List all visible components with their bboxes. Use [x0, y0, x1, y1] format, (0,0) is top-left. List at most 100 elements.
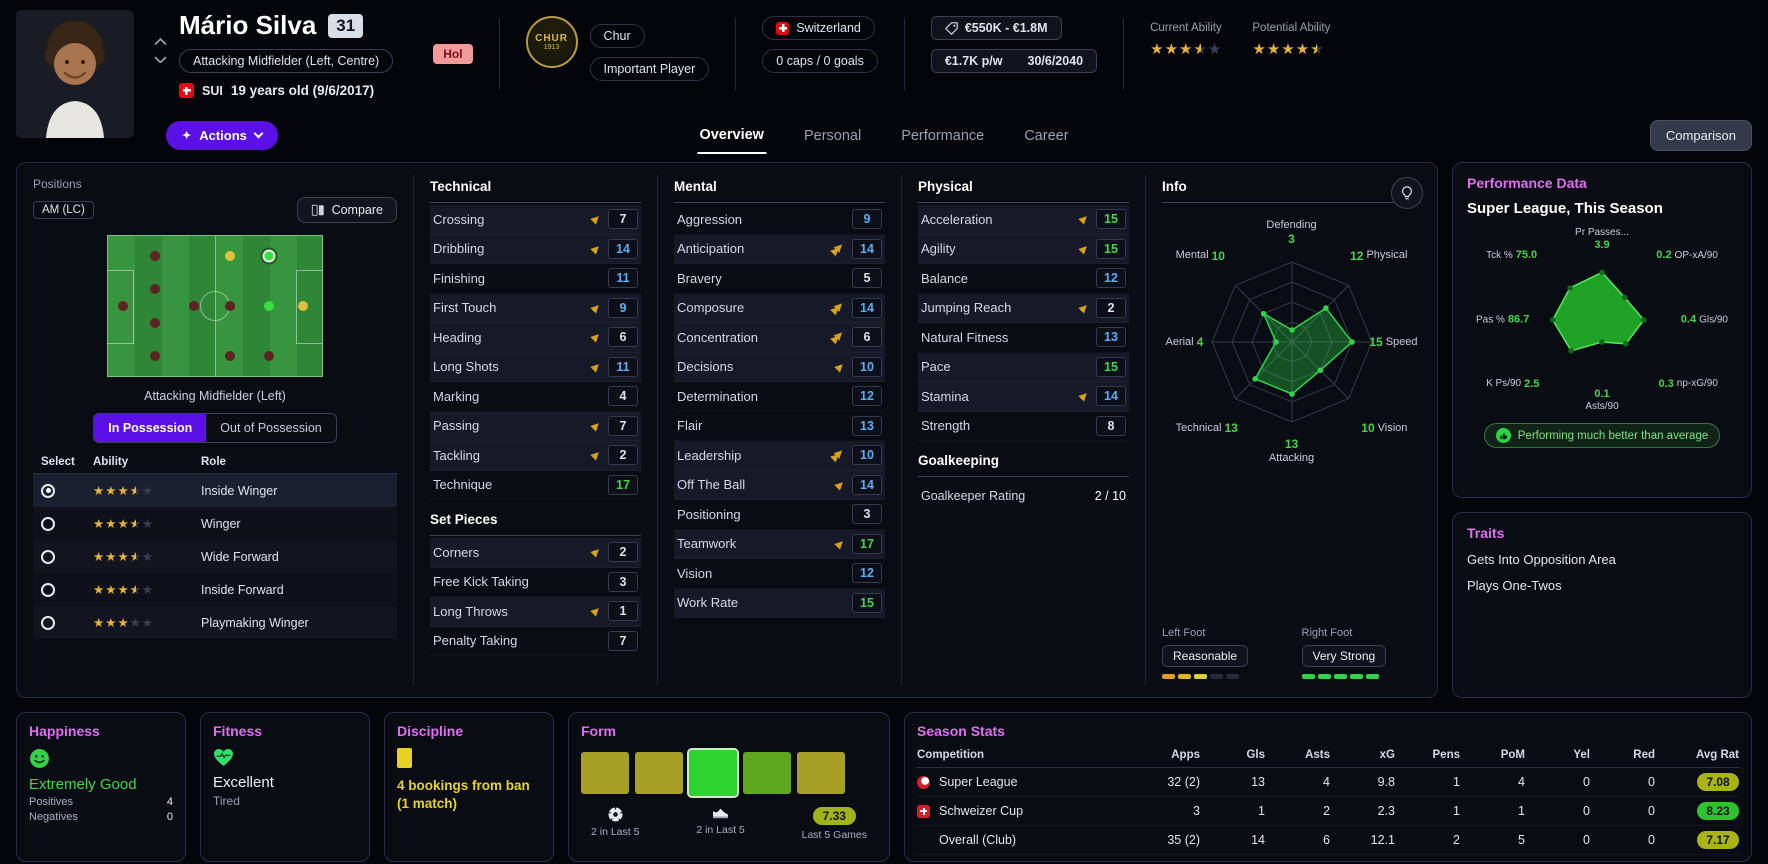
attribute-row[interactable]: Crossing 7 — [430, 205, 641, 235]
out-of-possession-toggle[interactable]: Out of Possession — [206, 414, 335, 442]
attribute-row[interactable]: Work Rate 15 — [674, 588, 885, 618]
attribute-row[interactable]: Stamina 14 — [918, 382, 1129, 412]
trait-item: Gets Into Opposition Area — [1467, 552, 1616, 567]
attribute-row[interactable]: Corners 2 — [430, 538, 641, 568]
in-possession-toggle[interactable]: In Possession — [94, 414, 207, 442]
club-name-pill[interactable]: Chur — [589, 24, 645, 48]
attribute-row[interactable]: Marking 4 — [430, 382, 641, 412]
tab-career[interactable]: Career — [1022, 116, 1070, 154]
role-row[interactable]: ★★★★★★ Inside Forward — [33, 573, 397, 606]
stat-value: 6 — [1323, 833, 1330, 847]
attribute-row[interactable]: Bravery 5 — [674, 264, 885, 294]
position-pill[interactable]: Attacking Midfielder (Left, Centre) — [179, 49, 394, 73]
improvement-arrow-icon — [834, 361, 846, 373]
attribute-row[interactable]: Composure 14 — [674, 293, 885, 323]
season-stats-header: Asts — [1305, 749, 1330, 761]
comparison-button[interactable]: Comparison — [1649, 119, 1752, 151]
role-row[interactable]: ★★★★★ Playmaking Winger — [33, 606, 397, 639]
attribute-row[interactable]: Aggression 9 — [674, 205, 885, 235]
right-foot-strength: Very Strong — [1301, 645, 1387, 667]
discipline-panel: Discipline 4 bookings from ban (1 match) — [384, 712, 554, 862]
attribute-row[interactable]: Free Kick Taking 3 — [430, 568, 641, 598]
attribute-row[interactable]: Pace 15 — [918, 352, 1129, 382]
attribute-row[interactable]: Dribbling 14 — [430, 234, 641, 264]
position-pitch-map[interactable] — [107, 235, 323, 377]
attribute-row[interactable]: Agility 15 — [918, 234, 1129, 264]
actions-button[interactable]: ✦ Actions — [166, 120, 278, 150]
stat-value: 32 (2) — [1167, 775, 1200, 789]
attribute-row[interactable]: Leadership 10 — [674, 441, 885, 471]
attribute-row[interactable]: Tackling 2 — [430, 441, 641, 471]
attribute-row[interactable]: Technique 17 — [430, 471, 641, 501]
attribute-row[interactable]: Long Shots 11 — [430, 352, 641, 382]
footedness: Left Foot Reasonable Right Foot Very Str… — [1162, 627, 1421, 685]
season-stats-row[interactable]: Overall (Club) 35 (2) 14 6 12.1 2 5 0 0 7.17 — [917, 826, 1739, 855]
role-row[interactable]: ★★★★★★ Inside Winger — [33, 474, 397, 507]
attribute-row[interactable]: Determination 12 — [674, 382, 885, 412]
tab-personal[interactable]: Personal — [802, 116, 863, 154]
goals-last5: 2 in Last 5 — [591, 807, 639, 841]
mental-title: Mental — [674, 179, 885, 203]
attribute-row[interactable]: Long Throws 1 — [430, 597, 641, 627]
attribute-name: Bravery — [677, 270, 722, 286]
role-radio[interactable] — [41, 483, 55, 498]
stat-value: 2 — [1323, 804, 1330, 818]
swiss-cup-icon — [917, 804, 930, 818]
form-match-square[interactable] — [635, 752, 683, 794]
attribute-row[interactable]: Anticipation 14 — [674, 234, 885, 264]
attribute-row[interactable]: Jumping Reach 2 — [918, 293, 1129, 323]
attribute-row[interactable]: Penalty Taking 7 — [430, 627, 641, 657]
performance-rating-badge: Performing much better than average — [1483, 423, 1721, 448]
tab-performance[interactable]: Performance — [899, 116, 986, 154]
position-dot-unfamiliar — [150, 250, 161, 261]
next-player-button[interactable] — [154, 56, 167, 64]
role-radio[interactable] — [41, 582, 55, 597]
attribute-row[interactable]: First Touch 9 — [430, 293, 641, 323]
attribute-row[interactable]: Balance 12 — [918, 264, 1129, 294]
compare-button[interactable]: Compare — [296, 197, 397, 223]
attribute-row[interactable]: Heading 6 — [430, 323, 641, 353]
info-title: Info — [1162, 179, 1421, 203]
role-radio[interactable] — [41, 549, 55, 564]
attribute-value: 7 — [608, 209, 638, 230]
improvement-arrow-icon — [830, 329, 845, 345]
attribute-row[interactable]: Vision 12 — [674, 559, 885, 589]
attribute-row[interactable]: Passing 7 — [430, 411, 641, 441]
attribute-row[interactable]: Natural Fitness 13 — [918, 323, 1129, 353]
player-photo — [16, 10, 134, 138]
form-match-square[interactable] — [581, 752, 629, 794]
role-row[interactable]: ★★★★★★ Wide Forward — [33, 540, 397, 573]
attribute-value: 15 — [852, 592, 882, 613]
radar-axis-label: Attacking 13 — [1268, 437, 1315, 464]
form-match-square[interactable] — [797, 752, 845, 794]
attribute-name: Pace — [921, 359, 951, 375]
attribute-row[interactable]: Flair 13 — [674, 412, 885, 442]
attribute-row[interactable]: Strength 8 — [918, 412, 1129, 442]
attribute-row[interactable]: Off The Ball 14 — [674, 470, 885, 500]
attribute-row[interactable]: Decisions 10 — [674, 352, 885, 382]
role-ability-stars: ★★★★★★ — [93, 516, 155, 531]
season-stats-row[interactable]: Super League 32 (2) 13 4 9.8 1 4 0 0 7.08 — [917, 768, 1739, 797]
attribute-row[interactable]: Concentration 6 — [674, 323, 885, 353]
nation-pill[interactable]: Switzerland — [762, 16, 875, 40]
attribute-row[interactable]: Finishing 11 — [430, 264, 641, 294]
stat-value: 0 — [1583, 833, 1590, 847]
season-stats-row[interactable]: Schweizer Cup 3 1 2 2.3 1 1 0 0 8.23 — [917, 797, 1739, 826]
form-panel: Form 2 in Last 5 2 in Last 5 7.33 Last 5… — [568, 712, 890, 862]
role-row[interactable]: ★★★★★★ Winger — [33, 507, 397, 540]
previous-player-button[interactable] — [154, 37, 167, 46]
form-match-square[interactable] — [743, 752, 791, 794]
insight-button[interactable] — [1391, 177, 1423, 209]
stat-value: 0 — [1648, 804, 1655, 818]
role-radio[interactable] — [41, 615, 55, 630]
role-radio[interactable] — [41, 516, 55, 531]
form-squares — [581, 748, 877, 798]
attribute-row[interactable]: Teamwork 17 — [674, 529, 885, 559]
form-match-square[interactable] — [687, 748, 739, 798]
attribute-row[interactable]: Acceleration 15 — [918, 205, 1129, 235]
club-crest[interactable]: CHUR 1913 — [525, 16, 578, 68]
attribute-row[interactable]: Positioning 3 — [674, 500, 885, 530]
attribute-name: Teamwork — [677, 536, 737, 552]
compare-icon — [311, 204, 324, 216]
tab-overview[interactable]: Overview — [697, 116, 766, 154]
